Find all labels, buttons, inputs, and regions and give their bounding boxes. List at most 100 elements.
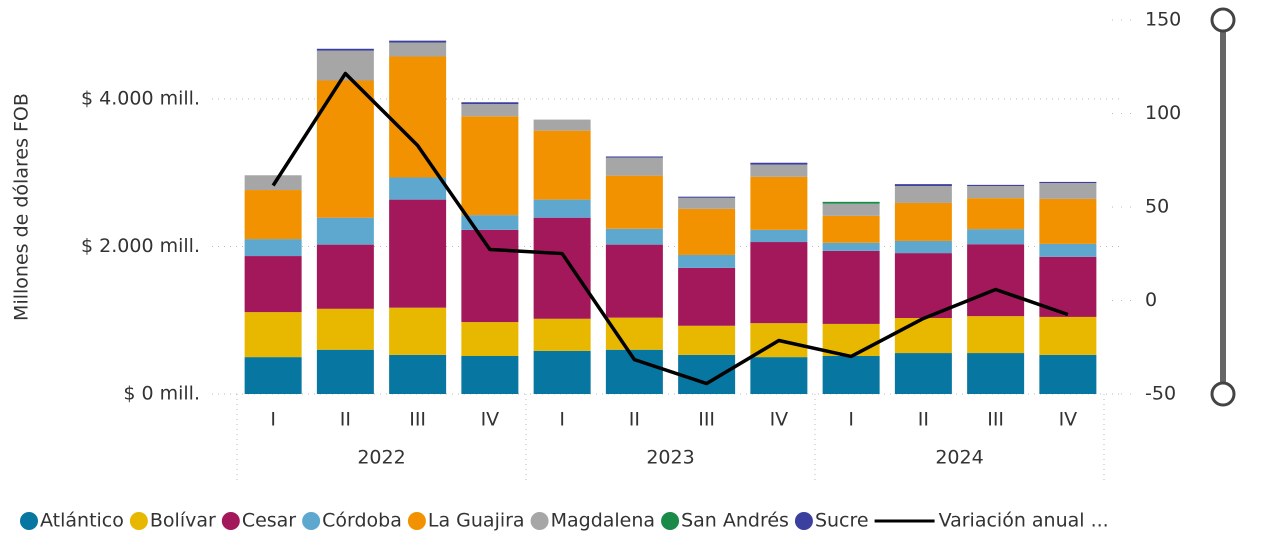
bar-segment [389,42,447,57]
year-label: 2024 [935,447,983,469]
bar-segment [533,119,591,131]
bar-segment [967,229,1025,245]
bar-segment [605,349,663,394]
bar-segment [461,356,519,394]
bar-segment [822,201,880,204]
bar-segment [316,48,374,51]
bar-segment [244,312,302,358]
slider-handle[interactable] [1210,7,1236,33]
bar-segment [1039,316,1097,355]
y-tick-label: $ 2.000 mill. [81,235,200,257]
bar-segment [678,254,736,268]
bar-segment [822,356,880,394]
bar-segment [678,196,736,198]
y2-tick-label: -50 [1145,383,1176,405]
y2-tick-label: 100 [1145,102,1181,124]
legend-marker [530,512,549,530]
bar-segment [1039,243,1097,257]
bar-segment [822,242,880,251]
bar-segment [1039,183,1097,199]
x-tick-label: III [698,409,715,431]
legend-label: Variación anual ... [939,510,1109,532]
line-series [271,71,1069,386]
legend-marker [794,512,813,530]
bar-segment [750,176,808,230]
bar-segment [605,228,663,245]
bar-segment [967,244,1025,317]
bar-segment [461,102,519,105]
bar-segment [894,318,952,354]
x-tick-label: II [918,409,929,431]
bar-segment [678,325,736,355]
x-tick-label: I [559,409,565,431]
legend-marker [221,512,240,530]
legend-label: San Andrés [681,510,789,532]
bar-segment [678,197,736,209]
bar-segment [389,354,447,394]
bar-segment [1039,181,1097,184]
bar-segment [244,239,302,257]
bar-segment [894,184,952,186]
y-tick-label: $ 0 mill. [123,383,200,405]
bar-segment [461,104,519,117]
legend-label: Córdoba [322,510,402,532]
bar-segment [533,318,591,351]
bar-segment [389,307,447,355]
slider-handle[interactable] [1210,381,1236,407]
x-tick-label: II [340,409,351,431]
bar-segment [389,40,447,43]
bar-segment [316,244,374,309]
legend-label: Sucre [815,510,869,532]
bar-segment [533,130,591,200]
bar-segment [605,157,663,176]
bar-segment [678,208,736,255]
bar-segment [389,56,447,178]
bar-segment [822,250,880,324]
bar-segment [894,240,952,254]
bar-segment [533,199,591,218]
bar-segment [750,164,808,177]
year-label: 2022 [357,447,405,469]
bar-segment [750,229,808,243]
bar-segment [461,116,519,216]
x-tick-label: I [270,409,276,431]
x-tick-label: IV [1059,409,1078,431]
bar-segment [1039,354,1097,394]
bar-segment [750,242,808,324]
bar-segment [244,357,302,394]
bar-segment [822,203,880,216]
year-label: 2023 [646,447,694,469]
bar-segment [316,349,374,394]
bar-segment [533,350,591,394]
bar-segment [894,185,952,203]
bar-segment [605,156,663,158]
legend-label: Magdalena [551,510,655,532]
bar-segment [605,175,663,229]
bar-segment [894,353,952,394]
legend-label: Atlántico [40,510,124,532]
y2-tick-label: 50 [1145,196,1169,218]
bar-segment [750,357,808,394]
legend-marker [302,512,321,530]
bar-segment [461,322,519,357]
y2-tick-label: 0 [1145,289,1157,311]
bar-segment [1039,198,1097,244]
bar-segment [678,354,736,394]
bar-segment [967,185,1025,199]
bar-segment [389,177,447,200]
legend-marker [407,512,426,530]
x-tick-label: IV [481,409,500,431]
bar-segment [894,253,952,319]
bar-segment [894,202,952,241]
bar-segment [461,229,519,323]
x-tick-label: III [409,409,426,431]
bar-segment [533,217,591,319]
legend-marker [20,512,38,530]
bar-segment [605,317,663,350]
legend-label: La Guajira [428,510,525,532]
x-tick-label: I [848,409,854,431]
bar-segment [822,215,880,243]
bar-segment [750,162,808,165]
